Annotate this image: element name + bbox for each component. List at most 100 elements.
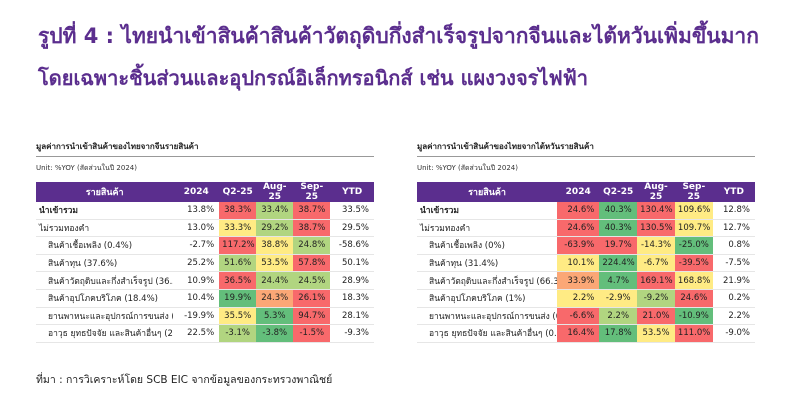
- cell-aug: 53.5%: [256, 254, 294, 273]
- column-header-2024: 2024: [173, 182, 220, 202]
- cell-q2: 36.5%: [219, 271, 257, 290]
- column-header-2024: 2024: [557, 182, 600, 202]
- cell-v2024: 10.4%: [173, 289, 220, 308]
- cell-aug: 38.8%: [256, 236, 294, 255]
- table-row: อาวุธ ยุทธปัจจัย และสินค้าอื่นๆ (2.5%)22…: [36, 324, 374, 343]
- row-label: สินค้าเชื้อเพลิง (0.4%): [36, 236, 174, 255]
- cell-q2: 51.6%: [219, 254, 257, 273]
- column-header-sep-25: Sep-25: [293, 182, 331, 202]
- table-row: อาวุธ ยุทธปัจจัย และสินค้าอื่นๆ (0.7%)16…: [417, 324, 755, 343]
- table-row: สินค้าวัตถุดิบและกึ่งสำเร็จรูป (66.3%) 33…: [417, 271, 755, 290]
- title-divider: [417, 156, 755, 157]
- cell-sep: 109.6%: [674, 202, 713, 220]
- cell-sep: -39.5%: [674, 254, 713, 273]
- table-header-row: รายสินค้า 2024 Q2-25 Aug-25 Sep-25 YTD: [36, 182, 374, 202]
- table-row: นำเข้ารวม 13.8% 38.3% 33.4% 38.7% 33.5%: [36, 202, 374, 220]
- column-header-q2-25: Q2-25: [599, 182, 638, 202]
- cell-ytd: 0.2%: [712, 289, 755, 308]
- row-label: สินค้าทุน (31.4%): [417, 254, 558, 273]
- cell-q2: 4.7%: [599, 271, 638, 290]
- cell-sep: 24.8%: [293, 236, 331, 255]
- table-header-row: รายสินค้า 2024 Q2-25 Aug-25 Sep-25 YTD: [417, 182, 755, 202]
- cell-v2024: -63.9%: [557, 236, 600, 255]
- cell-q2: 17.8%: [599, 324, 638, 343]
- row-label: สินค้าเชื้อเพลิง (0%): [417, 236, 558, 255]
- cell-ytd: -9.0%: [712, 324, 755, 343]
- cell-ytd: 29.5%: [330, 219, 374, 238]
- cell-ytd: 28.1%: [330, 307, 374, 326]
- panel-unit: Unit: %YOY (สัดส่วนในปี 2024): [36, 164, 137, 172]
- panel-title: มูลค่าการนำเข้าสินค้าของไทยจากไต้หวันราย…: [417, 142, 594, 151]
- cell-sep: 26.1%: [293, 289, 331, 308]
- cell-ytd: 50.1%: [330, 254, 374, 273]
- table-row: สินค้าทุน (37.6%) 25.2% 51.6% 53.5% 57.8% 50.…: [36, 254, 374, 273]
- cell-q2: 2.2%: [599, 307, 638, 326]
- cell-v2024: -19.9%: [173, 307, 220, 326]
- cell-aug: -3.8%: [256, 324, 294, 343]
- cell-v2024: -6.6%: [557, 307, 600, 326]
- row-label: สินค้าวัตถุดิบและกึ่งสำเร็จรูป (36.5%): [36, 271, 174, 290]
- china-import-table: รายสินค้า 2024 Q2-25 Aug-25 Sep-25 YTD นำเข้า…: [36, 182, 374, 343]
- cell-ytd: -58.6%: [330, 236, 374, 255]
- cell-sep: 57.8%: [293, 254, 331, 273]
- panel-unit: Unit: %YOY (สัดส่วนในปี 2024): [417, 164, 518, 172]
- cell-aug: 24.4%: [256, 271, 294, 290]
- cell-sep: -10.9%: [674, 307, 713, 326]
- row-label: สินค้าอุปโภคบริโภค (18.4%): [36, 289, 174, 308]
- cell-v2024: 10.1%: [557, 254, 600, 273]
- row-label: ไม่รวมทองคำ: [36, 219, 174, 238]
- cell-v2024: 22.5%: [173, 324, 220, 343]
- table-row: ไม่รวมทองคำ 24.6% 40.3% 130.5% 109.7% 12.7%: [417, 219, 755, 238]
- cell-v2024: 2.2%: [557, 289, 600, 308]
- page-title-line2: โดยเฉพาะชิ้นส่วนและอุปกรณ์อิเล็กทรอนิกส์…: [38, 66, 589, 90]
- table-row: สินค้าอุปโภคบริโภค (18.4%) 10.4% 19.9% 24.3…: [36, 289, 374, 308]
- column-header-ytd: YTD: [712, 182, 755, 202]
- source-note: ที่มา : การวิเคราะห์โดย SCB EIC จากข้อมู…: [36, 374, 333, 386]
- row-label: อาวุธ ยุทธปัจจัย และสินค้าอื่นๆ (0.7%): [417, 324, 558, 343]
- cell-sep: 109.7%: [674, 219, 713, 238]
- cell-v2024: 33.9%: [557, 271, 600, 290]
- panel-title: มูลค่าการนำเข้าสินค้าของไทยจากจีนรายสินค…: [36, 142, 199, 151]
- cell-ytd: -7.5%: [712, 254, 755, 273]
- row-label: สินค้าอุปโภคบริโภค (1%): [417, 289, 558, 308]
- cell-ytd: 12.7%: [712, 219, 755, 238]
- cell-ytd: 28.9%: [330, 271, 374, 290]
- cell-sep: 24.6%: [674, 289, 713, 308]
- taiwan-import-table: รายสินค้า 2024 Q2-25 Aug-25 Sep-25 YTD นำเข้า…: [417, 182, 755, 343]
- cell-ytd: 0.8%: [712, 236, 755, 255]
- cell-sep: -1.5%: [293, 324, 331, 343]
- row-label: สินค้าวัตถุดิบและกึ่งสำเร็จรูป (66.3%): [417, 271, 558, 290]
- cell-sep: 38.7%: [293, 202, 331, 220]
- cell-aug: 130.5%: [637, 219, 675, 238]
- china-import-panel: มูลค่าการนำเข้าสินค้าของไทยจากจีนรายสินค…: [36, 140, 374, 343]
- cell-q2: 19.7%: [599, 236, 638, 255]
- row-label: นำเข้ารวม: [417, 202, 558, 220]
- cell-q2: 117.2%: [219, 236, 257, 255]
- cell-aug: 5.3%: [256, 307, 294, 326]
- cell-v2024: 24.6%: [557, 202, 600, 220]
- page-title-line1: รูปที่ 4 : ไทยนำเข้าสินค้าสินค้าวัตถุดิบ…: [38, 24, 759, 48]
- cell-v2024: 13.0%: [173, 219, 220, 238]
- row-label: ยานพาหนะและอุปกรณ์การขนส่ง (0.6%): [417, 307, 558, 326]
- cell-sep: 168.8%: [674, 271, 713, 290]
- table-row: สินค้าเชื้อเพลิง (0%) -63.9% 19.7% -14.3% -2…: [417, 236, 755, 255]
- cell-sep: 111.0%: [674, 324, 713, 343]
- table-row: สินค้าอุปโภคบริโภค (1%) 2.2% -2.9% -9.2% 24.…: [417, 289, 755, 308]
- cell-sep: 94.7%: [293, 307, 331, 326]
- cell-ytd: -9.3%: [330, 324, 374, 343]
- cell-aug: 21.0%: [637, 307, 675, 326]
- cell-v2024: 25.2%: [173, 254, 220, 273]
- row-label: อาวุธ ยุทธปัจจัย และสินค้าอื่นๆ (2.5%): [36, 324, 174, 343]
- cell-sep: 24.5%: [293, 271, 331, 290]
- cell-ytd: 21.9%: [712, 271, 755, 290]
- taiwan-import-panel: มูลค่าการนำเข้าสินค้าของไทยจากไต้หวันราย…: [417, 140, 755, 343]
- table-row: สินค้าวัตถุดิบและกึ่งสำเร็จรูป (36.5%)10…: [36, 271, 374, 290]
- table-row: นำเข้ารวม 24.6% 40.3% 130.4% 109.6% 12.8%: [417, 202, 755, 220]
- row-label: ยานพาหนะและอุปกรณ์การขนส่ง (4.7%): [36, 307, 174, 326]
- cell-ytd: 12.8%: [712, 202, 755, 220]
- cell-ytd: 2.2%: [712, 307, 755, 326]
- column-header-sep-25: Sep-25: [674, 182, 713, 202]
- cell-aug: 24.3%: [256, 289, 294, 308]
- cell-q2: -2.9%: [599, 289, 638, 308]
- table-row: ยานพาหนะและอุปกรณ์การขนส่ง (0.6%)-6.6%2.…: [417, 307, 755, 326]
